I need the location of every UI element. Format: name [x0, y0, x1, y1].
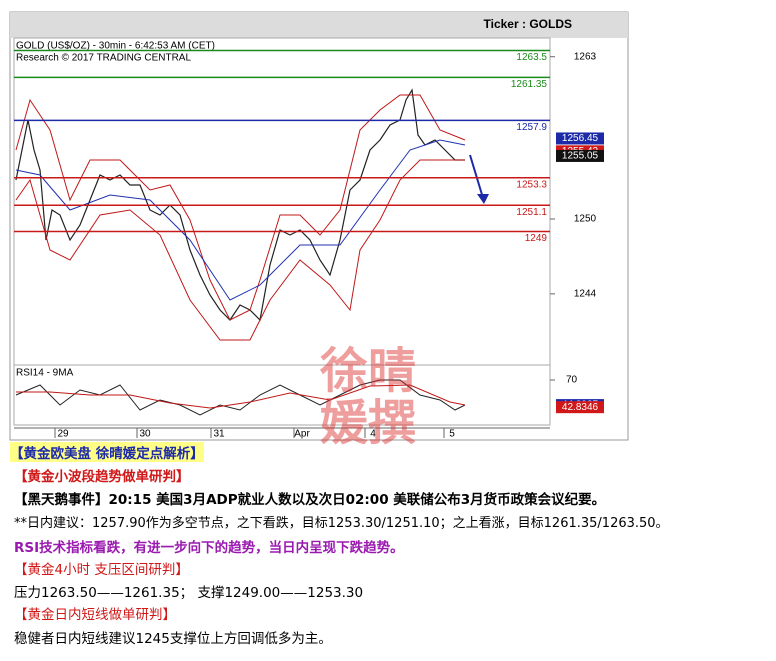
x-tick-label: 29 — [57, 429, 69, 440]
range-line: 压力1263.50——1261.35； 支撑1249.00——1253.30 — [14, 585, 364, 601]
x-tick-label: 5 — [449, 429, 455, 440]
price-tag — [556, 149, 604, 162]
heading-line: 【黄金欧美盘 徐晴媛定点解析】 — [10, 442, 204, 462]
chart-title: GOLD (US$/OZ) - 30min - 6:42:53 AM (CET) — [16, 41, 215, 52]
event-line: 【黑天鹅事件】20:15 美国3月ADP就业人数以及次日02:00 美联储公布3… — [14, 492, 606, 508]
chart: Ticker : GOLDS GOLD (US$/OZ) - 30min - 6… — [9, 11, 629, 441]
price-pane — [13, 37, 551, 366]
chart-source: Research © 2017 TRADING CENTRAL — [16, 53, 191, 64]
rsi-label: RSI14 - 9MA — [16, 368, 74, 379]
section-title: 【黄金日内短线做单研判】 — [14, 607, 176, 623]
x-tick-label: 4 — [370, 429, 376, 440]
watermark: 徐晴媛撰 — [320, 343, 417, 451]
price-decoration — [15, 88, 489, 416]
level-label: 1257.9 — [516, 122, 547, 133]
level-label: 1261.35 — [511, 79, 548, 90]
level-label: 1263.5 — [516, 52, 547, 63]
advice-line: **日内建议：1257.90作为多空节点，之下看跌，目标1253.30/1251… — [14, 516, 669, 531]
y-tick-label: 1250 — [574, 214, 597, 225]
y-tick-label: 1244 — [574, 288, 597, 299]
ticker: Ticker : GOLDS — [484, 17, 572, 31]
rsi-tag — [556, 401, 604, 414]
rsi-line: RSI技术指标看跌，有进一步向下的趋势，当日内呈现下跌趋势。 — [14, 540, 404, 556]
rsi-tick-label: 70 — [566, 375, 578, 386]
price-tag-label: 1255.05 — [562, 151, 599, 162]
x-tick-label: 30 — [139, 429, 151, 440]
advice-line: 稳健者日内短线建议1245支撑位上方回调低多为主。 — [14, 631, 332, 647]
y-tick-label: 1263 — [574, 51, 597, 62]
level-label: 1251.1 — [516, 207, 547, 218]
section-title: 【黄金4小时 支压区间研判】 — [14, 562, 189, 578]
x-tick-label: 31 — [213, 429, 225, 440]
x-tick-label: Apr — [294, 429, 310, 440]
level-label: 1253.3 — [516, 179, 547, 190]
level-label: 1249 — [525, 233, 548, 244]
rsi-tag-label: 42.8346 — [562, 402, 599, 413]
price-tag-label: 1256.45 — [562, 133, 599, 144]
header-bar — [10, 12, 628, 38]
section-title: 【黄金小波段趋势做单研判】 — [14, 469, 190, 485]
price-tag — [556, 132, 604, 145]
